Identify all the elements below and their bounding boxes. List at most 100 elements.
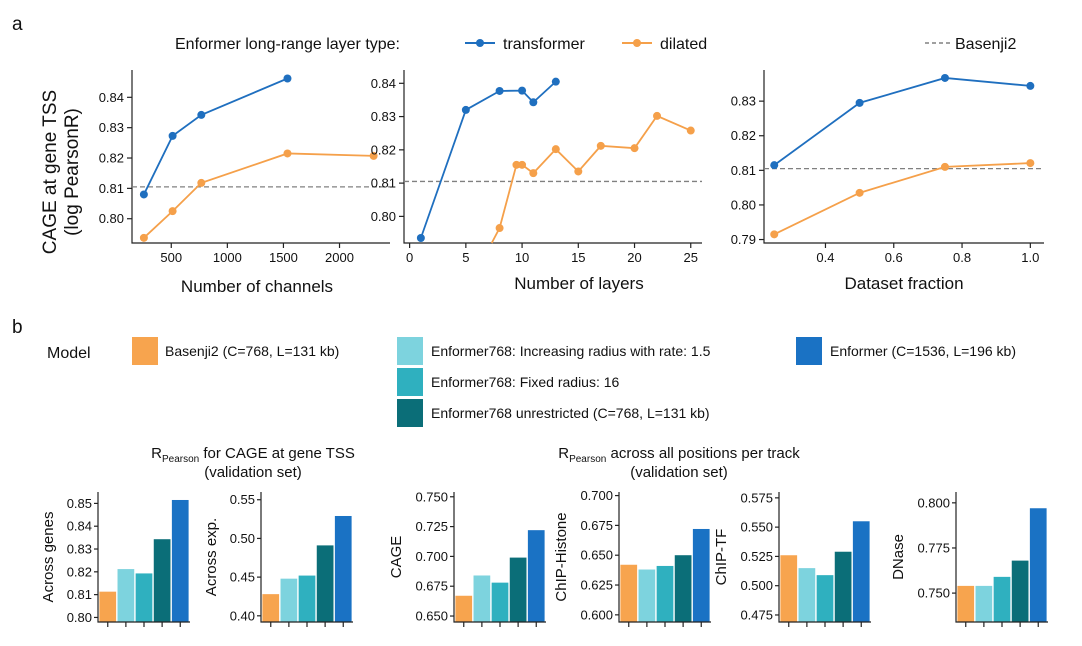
bar-chart-across-genes: 0.80 0.81 0.82 0.83 0.84 0.85 Across genes (40, 492, 190, 627)
data-point-transformer (416, 234, 425, 243)
y-tick-label: 0.525 (740, 549, 773, 564)
data-point-transformer (855, 98, 864, 107)
y-tick-label: 0.82 (731, 128, 756, 143)
group-title-all-positions-line2: (validation set) (630, 464, 728, 481)
legend-b-label-enformer768-fixed: Enformer768: Fixed radius: 16 (431, 374, 620, 390)
y-tick-label: 0.79 (731, 232, 756, 247)
x-tick-label: 1000 (213, 250, 242, 265)
bar (316, 545, 334, 622)
x-tick-label: 10 (515, 250, 529, 265)
data-point-transformer (1026, 81, 1035, 90)
data-point-dilated (574, 167, 583, 176)
legend-label-transformer: transformer (503, 36, 585, 53)
legend-b-swatch-basenji2 (132, 337, 158, 365)
y-tick-label: 0.550 (740, 520, 773, 535)
legend-label-basenji2: Basenji2 (955, 36, 1016, 53)
legend-b-label-enformer: Enformer (C=1536, L=196 kb) (830, 343, 1016, 359)
y-tick-label: 0.83 (67, 542, 92, 557)
data-point-transformer (495, 86, 504, 95)
x-tick-label: 15 (571, 250, 585, 265)
y-tick-label: 0.625 (580, 578, 613, 593)
data-point-transformer (529, 98, 538, 107)
data-point-transformer (197, 110, 206, 119)
x-tick-label: 0.6 (885, 250, 903, 265)
panel-b-label: b (12, 317, 23, 338)
legend-a: Enformer long-range layer type: transfor… (175, 36, 1016, 53)
line-chart-channels: 0.80 0.81 0.82 0.83 0.84 500 1000 1500 2000 CAGE… (40, 70, 390, 296)
y-tick-label: 0.80 (731, 197, 756, 212)
y-axis-label: DNase (890, 534, 907, 580)
bar (473, 575, 491, 622)
bar (816, 575, 834, 622)
data-point-transformer (168, 131, 177, 140)
y-tick-label: 0.700 (415, 549, 448, 564)
y-axis-label-line2: (log PearsonR) (62, 108, 83, 236)
bar (298, 575, 316, 622)
bar (656, 565, 674, 622)
group-title-gene-tss: RPearson for CAGE at gene TSS (validatio… (151, 445, 355, 481)
data-point-dilated (369, 151, 378, 160)
bar (171, 499, 189, 622)
axes-frame (763, 70, 1044, 244)
legend-b-label-enformer768-unrestricted: Enformer768 unrestricted (C=768, L=131 k… (431, 405, 710, 421)
series-line-dilated (490, 114, 692, 244)
data-point-transformer (461, 105, 470, 114)
y-tick-label: 0.84 (99, 90, 124, 105)
y-tick-label: 0.80 (371, 209, 396, 224)
y-tick-label: 0.650 (415, 609, 448, 624)
series-line-transformer (143, 77, 288, 195)
data-point-transformer (551, 77, 560, 86)
x-axis-label-channels: Number of channels (181, 277, 333, 296)
data-point-transformer (283, 74, 292, 83)
data-point-dilated (630, 144, 639, 153)
axes-frame (955, 492, 1048, 623)
line-chart-fraction: 0.79 0.80 0.81 0.82 0.83 0.4 0.6 0.8 1.0 Dataset… (731, 70, 1044, 293)
y-tick-label: 0.83 (371, 109, 396, 124)
bar-chart-cage: 0.650 0.675 0.700 0.725 0.750 CAGE (388, 489, 546, 627)
y-tick-label: 0.650 (580, 548, 613, 563)
y-tick-label: 0.84 (371, 76, 396, 91)
legend-item-transformer: transformer (465, 36, 585, 53)
bar-chart-chip-histone: 0.600 0.625 0.650 0.675 0.700 ChIP-Histone (553, 488, 711, 627)
y-tick-label: 0.575 (740, 490, 773, 505)
group-title-gene-tss-line1: RPearson for CAGE at gene TSS (151, 445, 355, 465)
x-tick-label: 0 (406, 250, 413, 265)
series-line-dilated (773, 162, 1031, 236)
axes-frame (97, 492, 190, 623)
y-tick-label: 0.82 (99, 151, 124, 166)
x-tick-label: 500 (160, 250, 182, 265)
y-tick-label: 0.81 (731, 163, 756, 178)
y-tick-label: 0.45 (230, 570, 255, 585)
y-tick-label: 0.750 (415, 489, 448, 504)
bar (975, 585, 993, 622)
y-tick-label: 0.55 (230, 492, 255, 507)
data-point-dilated (139, 233, 148, 242)
y-tick-label: 0.84 (67, 519, 92, 534)
x-axis-label-layers: Number of layers (514, 274, 643, 293)
bar (262, 594, 280, 622)
legend-marker-transformer (476, 39, 484, 47)
chart-layers-axes: 0.80 0.81 0.82 0.83 0.84 0 5 10 15 20 25 (371, 70, 702, 265)
group-title-all-positions: RPearson across all positions per track … (558, 445, 800, 481)
data-point-dilated (686, 126, 695, 135)
x-tick-label: 2000 (325, 250, 354, 265)
group-title-gene-tss-line2: (validation set) (204, 464, 302, 481)
y-tick-label: 0.675 (580, 518, 613, 533)
bar (99, 591, 117, 622)
data-point-transformer (139, 190, 148, 199)
data-point-dilated (495, 224, 504, 233)
y-tick-label: 0.82 (67, 564, 92, 579)
axes-frame (260, 492, 353, 623)
bar (957, 585, 975, 622)
legend-item-dilated: dilated (622, 36, 707, 53)
bar (491, 582, 509, 622)
x-tick-label: 20 (627, 250, 641, 265)
bar-chart-across-exp: 0.40 0.45 0.50 0.55 Across exp. (203, 492, 353, 627)
legend-marker-dilated (633, 39, 641, 47)
bar (993, 576, 1011, 622)
y-tick-label: 0.475 (740, 607, 773, 622)
data-point-dilated (529, 169, 538, 178)
panel-a-label: a (12, 14, 23, 35)
axes-frame (403, 70, 702, 244)
bar (1029, 508, 1047, 622)
